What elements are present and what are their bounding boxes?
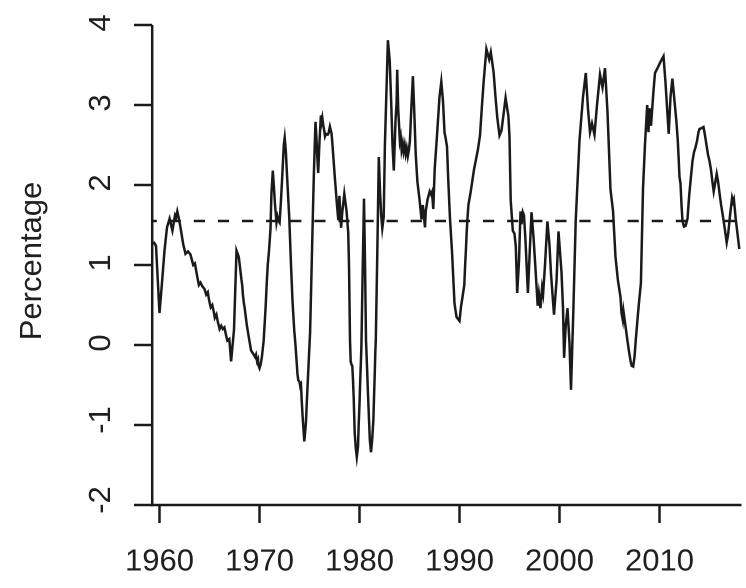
svg-text:2010: 2010 [625, 543, 694, 578]
svg-text:1980: 1980 [325, 543, 394, 578]
svg-text:1: 1 [82, 254, 117, 271]
svg-text:4: 4 [82, 14, 117, 31]
svg-text:Percentage: Percentage [13, 182, 48, 341]
svg-text:2: 2 [82, 174, 117, 191]
svg-text:1970: 1970 [225, 543, 294, 578]
svg-text:0: 0 [82, 334, 117, 351]
svg-text:-1: -1 [82, 406, 117, 434]
svg-text:3: 3 [82, 94, 117, 111]
svg-text:1960: 1960 [125, 543, 194, 578]
svg-text:1990: 1990 [425, 543, 494, 578]
svg-text:2000: 2000 [525, 543, 594, 578]
svg-text:-2: -2 [82, 486, 117, 514]
